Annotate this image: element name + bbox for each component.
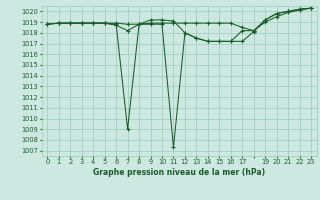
X-axis label: Graphe pression niveau de la mer (hPa): Graphe pression niveau de la mer (hPa) [93,168,265,177]
